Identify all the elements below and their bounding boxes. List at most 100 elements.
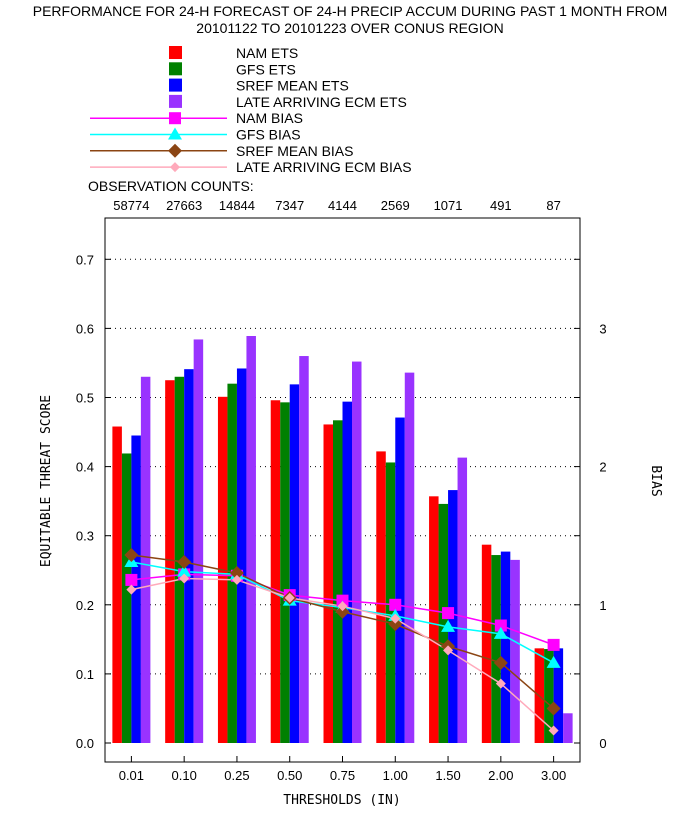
marker-small-diamond — [231, 574, 242, 585]
marker-square — [442, 607, 455, 620]
legend-swatch — [169, 62, 182, 76]
legend-label: LATE ARRIVING ECM BIAS — [236, 159, 412, 175]
x-tick-label: 1.50 — [435, 768, 460, 783]
bar — [510, 559, 520, 743]
bar — [553, 648, 564, 743]
marker-small-diamond — [548, 725, 559, 736]
bar — [395, 417, 405, 743]
bar — [376, 451, 386, 743]
marker-triangle — [546, 655, 561, 668]
y-tick-label: 0.2 — [76, 598, 94, 613]
y-tick-label: 0.0 — [76, 736, 94, 751]
observation-count: 27663 — [166, 198, 203, 213]
chart-title-line2: 20101122 TO 20101223 OVER CONUS REGION — [196, 20, 504, 36]
y2-tick-label: 3 — [599, 321, 606, 336]
observation-counts-label: OBSERVATION COUNTS: — [88, 178, 254, 194]
bar — [112, 426, 122, 743]
marker-square — [125, 573, 138, 586]
y-tick-label: 0.4 — [76, 460, 94, 475]
marker-diamond — [168, 143, 182, 158]
y2-tick-label: 1 — [599, 598, 606, 613]
bar — [563, 713, 573, 743]
marker-square — [169, 112, 181, 125]
observation-count: 58774 — [113, 198, 150, 213]
bar — [184, 369, 194, 743]
marker-diamond — [388, 617, 403, 632]
bar — [544, 649, 554, 743]
bar — [140, 376, 151, 743]
legend-label: LATE ARRIVING ECM ETS — [236, 94, 407, 110]
y-axis-title: EQUITABLE THREAT SCORE — [39, 395, 54, 567]
legend-swatch — [169, 94, 182, 108]
bar — [481, 544, 492, 743]
marker-small-diamond — [179, 573, 190, 584]
bar — [270, 400, 281, 743]
marker-small-diamond — [495, 678, 506, 689]
legend-label: NAM ETS — [236, 45, 298, 61]
bar — [491, 555, 501, 743]
bar — [121, 453, 132, 743]
bar — [299, 356, 309, 743]
marker-square — [494, 619, 507, 632]
bar — [280, 402, 290, 743]
x-axis-title: THRESHOLDS (IN) — [283, 793, 400, 808]
y2-axis-title: BIAS — [648, 465, 663, 496]
bar — [289, 384, 300, 743]
bar — [193, 339, 204, 743]
observation-count: 2569 — [380, 198, 410, 213]
x-tick-label: 0.50 — [277, 768, 302, 783]
legend-label: GFS BIAS — [236, 127, 301, 143]
bar — [429, 496, 439, 743]
marker-small-diamond — [390, 613, 401, 624]
marker-small-diamond — [337, 601, 348, 612]
observation-count: 4144 — [328, 198, 357, 213]
x-tick-label: 0.10 — [172, 768, 197, 783]
chart-title-line1: PERFORMANCE FOR 24-H FORECAST OF 24-H PR… — [32, 3, 668, 19]
marker-triangle — [168, 127, 182, 140]
y-tick-label: 0.6 — [76, 321, 94, 336]
bar — [227, 383, 237, 743]
x-tick-label: 0.75 — [330, 768, 355, 783]
marker-diamond — [335, 604, 350, 619]
marker-small-diamond — [284, 592, 295, 603]
x-tick-label: 0.01 — [119, 768, 144, 783]
bar — [236, 368, 247, 743]
legend-label: NAM BIAS — [236, 110, 303, 126]
marker-small-diamond — [170, 162, 180, 173]
marker-triangle — [493, 626, 508, 639]
marker-diamond — [229, 566, 244, 581]
bar — [333, 420, 343, 743]
observation-count: 1071 — [433, 198, 463, 213]
observation-count: 491 — [489, 198, 512, 213]
marker-small-diamond — [443, 645, 454, 656]
y-tick-label: 0.3 — [76, 529, 94, 544]
marker-diamond — [124, 548, 139, 563]
bar — [438, 503, 449, 743]
legend-label: GFS ETS — [236, 61, 296, 77]
marker-square — [389, 598, 402, 611]
marker-diamond — [177, 554, 192, 569]
marker-diamond — [546, 701, 561, 716]
marker-triangle — [177, 564, 192, 577]
observation-count: 14844 — [218, 198, 256, 213]
x-tick-label: 0.25 — [224, 768, 249, 783]
bar — [404, 372, 415, 743]
y-tick-label: 0.5 — [76, 391, 94, 406]
y2-tick-label: 0 — [599, 736, 606, 751]
bar — [500, 551, 511, 743]
marker-square — [547, 638, 560, 651]
marker-small-diamond — [126, 584, 137, 595]
legend-label: SREF MEAN BIAS — [236, 143, 353, 159]
observation-count: 7347 — [275, 198, 305, 213]
legend-label: SREF MEAN ETS — [236, 78, 349, 94]
y2-tick-label: 2 — [599, 460, 606, 475]
bar — [457, 457, 468, 743]
bar — [246, 336, 256, 743]
bar — [352, 361, 362, 743]
bar — [165, 380, 175, 743]
y-tick-label: 0.7 — [76, 252, 94, 267]
legend-swatch — [169, 46, 182, 59]
legend-swatch — [169, 78, 182, 92]
y-tick-label: 0.1 — [76, 667, 94, 682]
